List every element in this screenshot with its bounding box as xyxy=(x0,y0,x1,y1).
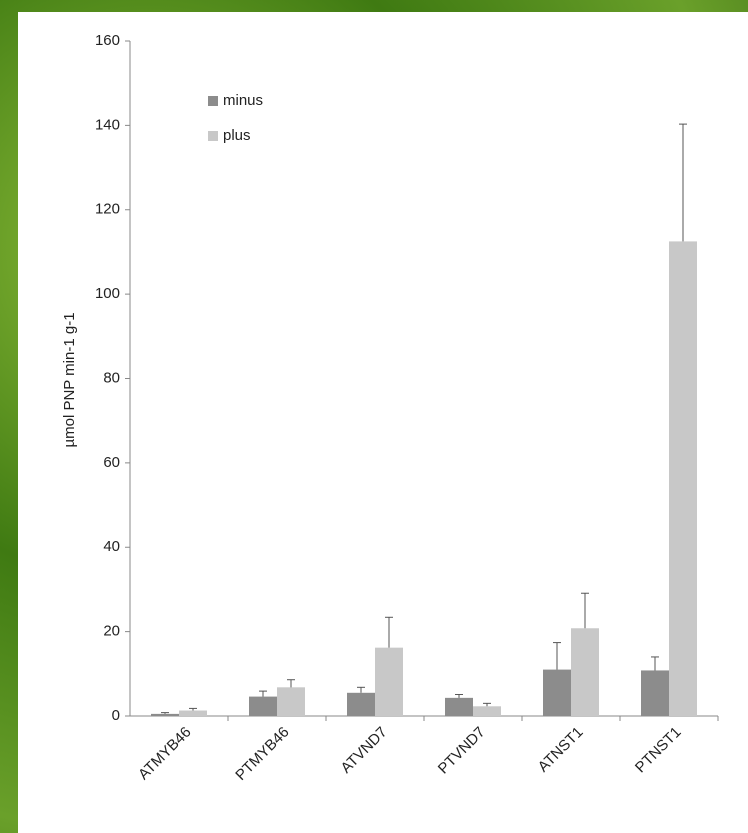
y-tick-label: 120 xyxy=(95,201,120,218)
y-tick-label: 80 xyxy=(103,369,120,386)
y-tick-label: 60 xyxy=(103,454,120,471)
y-tick-label: 40 xyxy=(103,538,120,555)
bar xyxy=(249,697,277,716)
bar xyxy=(151,714,179,716)
y-tick-label: 100 xyxy=(95,285,120,302)
bar xyxy=(375,648,403,716)
bar xyxy=(179,711,207,716)
legend-label: minus xyxy=(223,92,263,109)
bar xyxy=(641,670,669,716)
screen: µmol PNP min-1 g-1 0 20 40 60 80 100 120 140 160… xyxy=(0,0,748,833)
bar xyxy=(543,670,571,716)
bar xyxy=(669,241,697,716)
legend-label: plus xyxy=(223,127,251,144)
y-tick-label: 20 xyxy=(103,623,120,640)
bar xyxy=(473,706,501,716)
y-tick-label: 160 xyxy=(95,32,120,49)
y-axis-label: µmol PNP min-1 g-1 xyxy=(61,312,78,447)
legend-swatch xyxy=(208,96,218,106)
y-tick-label: 0 xyxy=(112,707,120,724)
bar xyxy=(571,628,599,716)
chart: µmol PNP min-1 g-1 0 20 40 60 80 100 120 140 160… xyxy=(0,0,748,833)
bar xyxy=(445,698,473,716)
legend-swatch xyxy=(208,131,218,141)
bar xyxy=(277,687,305,716)
bar xyxy=(347,693,375,716)
y-tick-label: 140 xyxy=(95,116,120,133)
